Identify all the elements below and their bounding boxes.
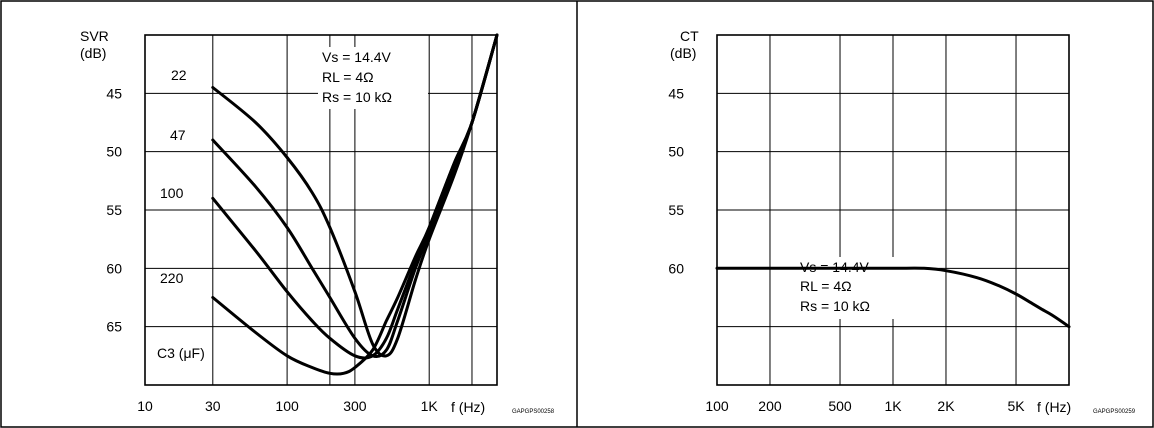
y-tick-label: 45 xyxy=(668,85,684,101)
x-tick-label: 300 xyxy=(343,398,367,414)
x-tick-label: 30 xyxy=(205,398,221,414)
ct-figure-code: GAPGPS00259 xyxy=(1093,409,1136,415)
ct-xlabel: f (Hz) xyxy=(1037,399,1071,415)
y-tick-label: 55 xyxy=(668,202,684,218)
svr-series-lines xyxy=(211,33,499,376)
x-tick-label: 1K xyxy=(884,398,902,414)
x-tick-label: 100 xyxy=(705,398,729,414)
series-label-47: 47 xyxy=(170,127,186,143)
ct-ylabel-line2: (dB) xyxy=(670,45,696,61)
y-tick-label: 50 xyxy=(106,144,122,160)
svr-ylabel-line1: SVR xyxy=(80,28,109,44)
x-tick-label: 200 xyxy=(758,398,782,414)
ct-grid xyxy=(717,35,1069,385)
svr-figure-code: GAPGPS00258 xyxy=(512,409,555,415)
x-tick-label: 5K xyxy=(1007,398,1025,414)
svr-condition-rl: RL = 4Ω xyxy=(322,69,374,85)
svr-conditions-box: Vs = 14.4V RL = 4Ω Rs = 10 kΩ xyxy=(318,47,428,109)
ct-ylabel-line1: CT xyxy=(680,28,699,44)
series-line-47 xyxy=(211,33,499,359)
series-label-22: 22 xyxy=(171,67,187,83)
svr-condition-vs: Vs = 14.4V xyxy=(322,49,392,65)
ct-series-lines xyxy=(715,266,1071,329)
ct-y-tick-labels: 45 50 55 60 xyxy=(668,85,684,276)
ct-x-tick-labels: 100 200 500 1K 2K 5K xyxy=(705,398,1025,414)
y-tick-label: 60 xyxy=(106,260,122,276)
series-title-c3: C3 (μF) xyxy=(157,345,205,361)
y-tick-label: 65 xyxy=(106,319,122,335)
y-tick-label: 60 xyxy=(668,260,684,276)
ct-conditions-box: Vs = 14.4V RL = 4Ω Rs = 10 kΩ xyxy=(792,257,902,319)
y-tick-label: 55 xyxy=(106,202,122,218)
x-tick-label: 100 xyxy=(275,398,299,414)
x-tick-label: 10 xyxy=(137,398,153,414)
ct-condition-rs: Rs = 10 kΩ xyxy=(800,298,870,314)
series-label-100: 100 xyxy=(160,185,184,201)
svr-conditions-bg xyxy=(318,47,428,109)
svr-xlabel: f (Hz) xyxy=(451,399,485,415)
svr-ylabel-line2: (dB) xyxy=(80,45,106,61)
svr-condition-rs: Rs = 10 kΩ xyxy=(322,89,392,105)
series-line-220 xyxy=(211,33,499,376)
x-tick-label: 500 xyxy=(828,398,852,414)
x-tick-label: 1K xyxy=(421,398,439,414)
svr-x-tick-labels: 10 30 100 300 1K xyxy=(137,398,438,414)
series-line-ct xyxy=(715,266,1071,329)
series-label-220: 220 xyxy=(160,270,184,286)
ct-condition-rl: RL = 4Ω xyxy=(800,278,852,294)
y-tick-label: 50 xyxy=(668,144,684,160)
svr-plot-border xyxy=(144,34,498,386)
y-tick-label: 45 xyxy=(106,85,122,101)
x-tick-label: 2K xyxy=(937,398,955,414)
ct-plot-border xyxy=(716,34,1070,386)
svr-y-tick-labels: 45 50 55 60 65 xyxy=(106,85,122,334)
